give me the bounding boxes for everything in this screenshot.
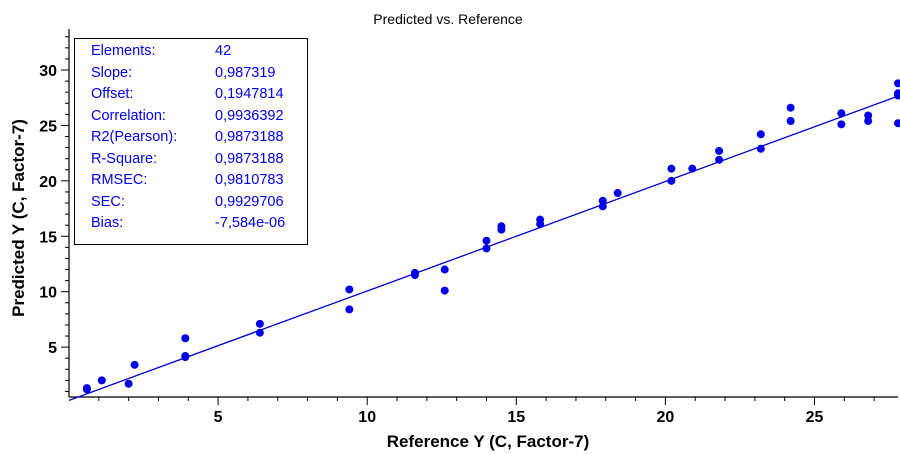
stat-row-rmsec: RMSEC: 0,9810783 [91,172,305,193]
stat-label: Offset: [91,86,134,102]
data-point [667,176,676,185]
stat-value: 0,9936392 [215,107,284,124]
stat-label: Elements: [91,43,156,59]
data-point [598,202,607,211]
data-point [181,353,190,362]
x-tick-label: 15 [507,409,525,426]
data-point [97,376,106,385]
x-tick-label: 10 [358,409,376,426]
stat-value: 0,9873188 [215,129,284,145]
stat-row-bias: Bias: -7,584e-06 [91,215,305,236]
statistics-box: Elements: 42 Slope: 0,987319 Offset: 0,1… [74,38,308,245]
stat-label: Bias: [91,215,124,231]
data-point [598,196,607,205]
data-point [715,146,724,155]
stat-label: R2(Pearson): [91,129,178,145]
data-point [837,120,846,129]
data-point [440,286,449,295]
data-point [345,285,354,294]
data-point [440,265,449,274]
data-point [756,144,765,153]
y-tick-label: 30 [39,63,57,80]
data-point [688,164,697,173]
stat-value: 0,9810783 [215,172,284,188]
y-tick-label: 5 [48,340,57,357]
data-points [82,79,900,394]
stat-label: SEC: [91,193,125,210]
chart-title: Predicted vs. Reference [373,11,523,27]
stat-label: R-Square: [91,150,158,167]
stat-label: RMSEC: [91,172,148,188]
stat-value: 0,1947814 [215,86,284,102]
data-point [864,111,873,120]
data-point [894,79,900,88]
data-point [82,385,91,394]
data-point [482,244,491,253]
y-tick-label: 20 [39,174,57,191]
stat-row-offset: Offset: 0,1947814 [91,86,305,107]
stat-row-slope: Slope: 0,987319 [91,65,305,86]
data-point [124,379,133,388]
stat-value: -7,584e-06 [215,215,286,231]
y-tick-label: 10 [39,285,57,302]
y-tick-label: 15 [39,229,57,246]
stat-value: 42 [215,43,232,59]
stat-row-r2-pearson: R2(Pearson): 0,9873188 [91,129,305,150]
stat-value: 0,9929706 [215,193,284,210]
x-tick-label: 25 [806,409,824,426]
stat-value: 0,987319 [215,64,276,81]
data-point [715,155,724,164]
x-axis-label: Reference Y (C, Factor-7) [387,432,590,451]
y-tick-label: 25 [39,118,57,135]
data-point [497,222,506,231]
stat-value: 0,9873188 [215,150,284,167]
data-point [894,119,900,128]
ticks: 5 10 15 20 25 5 10 15 20 25 30 [39,36,875,426]
y-axis-label: Predicted Y (C, Factor-7) [9,119,28,317]
stat-label: Correlation: [91,107,166,124]
data-point [130,360,139,369]
data-point [255,328,264,337]
data-point [255,319,264,328]
data-point [894,91,900,100]
data-point [786,117,795,125]
data-point [837,109,846,118]
stat-row-correlation: Correlation: 0,9936392 [91,108,305,129]
data-point [613,189,622,198]
data-point [410,268,419,277]
stat-row-sec: SEC: 0,9929706 [91,194,305,215]
x-tick-label: 5 [214,409,223,426]
stat-row-elements: Elements: 42 [91,43,305,64]
data-point [756,130,765,139]
data-point [667,164,676,173]
data-point [786,103,795,112]
data-point [536,215,545,224]
stat-row-r-square: R-Square: 0,9873188 [91,151,305,172]
data-point [345,305,354,314]
data-point [482,236,491,245]
x-tick-label: 20 [657,409,675,426]
data-point [181,334,190,343]
data-point [864,117,873,125]
stat-label: Slope: [91,64,133,81]
